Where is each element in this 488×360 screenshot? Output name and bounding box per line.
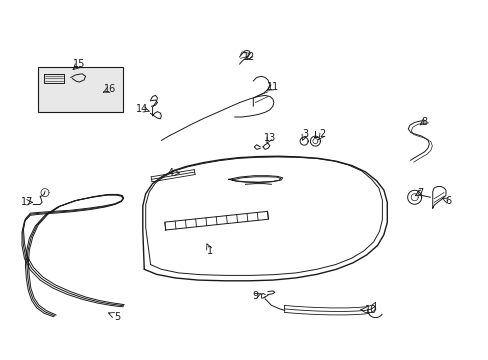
Text: 4: 4: [167, 168, 173, 178]
Text: 5: 5: [114, 312, 120, 322]
Text: 16: 16: [103, 84, 116, 94]
Text: 17: 17: [20, 197, 33, 207]
Text: 7: 7: [417, 188, 423, 198]
Text: 6: 6: [445, 196, 451, 206]
Text: 3: 3: [302, 129, 307, 139]
Text: 1: 1: [207, 246, 213, 256]
Text: 15: 15: [73, 59, 85, 69]
Text: 10: 10: [364, 305, 376, 315]
Text: 9: 9: [252, 291, 258, 301]
Text: 13: 13: [263, 132, 276, 143]
Text: 8: 8: [421, 117, 427, 127]
Text: 12: 12: [243, 52, 255, 62]
Text: 2: 2: [319, 129, 325, 139]
Text: 14: 14: [135, 104, 148, 114]
Bar: [38, 67, 123, 112]
Text: 11: 11: [266, 82, 279, 92]
